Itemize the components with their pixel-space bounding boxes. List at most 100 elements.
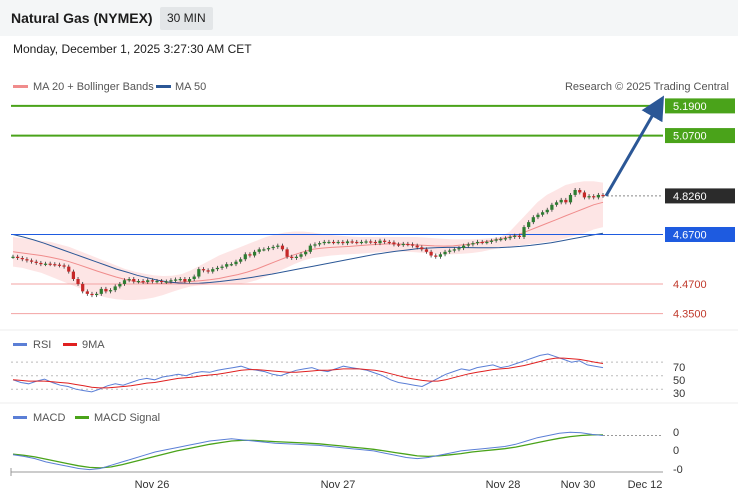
candle-body	[327, 241, 331, 244]
resistance-level-label: 5.1900	[673, 101, 707, 113]
candle-body	[410, 244, 415, 246]
candle-body	[531, 217, 535, 223]
candle-body	[48, 263, 52, 265]
bollinger-legend-swatch	[13, 85, 28, 88]
candle-body	[90, 293, 94, 296]
candle-body	[34, 261, 38, 263]
ma9-legend-swatch	[63, 343, 77, 346]
candle-body	[122, 280, 127, 284]
candle-body	[508, 236, 512, 239]
candle-body	[201, 269, 206, 271]
candle-body	[225, 264, 229, 267]
chart-datetime: Monday, December 1, 2025 3:27:30 AM CET	[13, 42, 252, 56]
candle-body	[11, 256, 15, 258]
candle-body	[62, 265, 66, 267]
macd-tick-mid: 0	[673, 445, 679, 457]
bollinger-band-fill	[13, 181, 603, 300]
candle-body	[71, 271, 76, 280]
x-tick-label: Nov 26	[135, 479, 170, 491]
candle-body	[522, 227, 526, 237]
candle-body	[308, 245, 312, 252]
candle-body	[596, 194, 600, 198]
macd-panel	[12, 431, 663, 471]
candle-body	[420, 247, 424, 250]
macd-signal-legend-swatch	[75, 416, 89, 419]
candle-body	[266, 248, 271, 250]
macd-signal-line	[12, 434, 603, 469]
candle-body	[220, 266, 224, 268]
main-legend: MA 20 + Bollinger Bands MA 50	[13, 81, 206, 93]
candle-body	[248, 254, 252, 256]
candle-body	[587, 196, 591, 198]
candle-body	[290, 256, 294, 258]
candle-body	[197, 269, 201, 277]
candle-body	[545, 209, 549, 213]
resistance-level-tag	[665, 128, 735, 144]
candle-body	[164, 281, 168, 283]
resistance-level-tag	[665, 98, 735, 114]
candle-body	[285, 249, 289, 257]
candle-body	[499, 238, 503, 241]
bollinger-legend-label: MA 20 + Bollinger Bands	[33, 81, 154, 93]
candle-body	[582, 192, 587, 198]
macd-line	[12, 431, 604, 471]
ma50-legend-swatch	[156, 85, 171, 88]
candle-body	[438, 254, 443, 257]
candle-body	[485, 241, 489, 244]
candle-body	[592, 196, 596, 198]
candle-body	[206, 270, 210, 272]
candle-body	[568, 194, 573, 203]
candle-body	[113, 286, 117, 291]
candle-body	[536, 214, 540, 218]
candle-body	[540, 212, 545, 215]
candle-body	[443, 251, 447, 255]
candle-body	[434, 255, 438, 257]
rsi-panel	[11, 353, 663, 393]
candle-body	[559, 199, 563, 203]
candle-body	[104, 288, 108, 292]
candle-body	[313, 244, 317, 246]
candle-body	[95, 293, 99, 296]
candle-body	[262, 249, 266, 251]
timeframe-button[interactable]: 30 MIN	[160, 7, 213, 30]
candle-body	[457, 248, 461, 250]
candle-body	[169, 280, 173, 282]
candle-body	[462, 245, 466, 249]
rsi-tick-70: 70	[673, 362, 685, 374]
candle-body	[136, 280, 141, 283]
pivot-level-label: 4.6700	[673, 229, 707, 241]
candle-body	[355, 241, 359, 244]
candle-body	[132, 279, 136, 282]
ma9-legend-label: 9MA	[82, 339, 105, 351]
ma50-legend-label: MA 50	[175, 81, 206, 93]
candle-body	[127, 279, 131, 281]
candle-body	[369, 241, 373, 243]
forecast-arrow	[604, 95, 665, 197]
chart-header: Natural Gas (NYMEX) 30 MIN	[0, 0, 738, 36]
candle-body	[513, 235, 517, 237]
candle-body	[550, 204, 554, 210]
candle-body	[160, 280, 164, 283]
candle-body	[173, 279, 178, 281]
candle-body	[215, 267, 220, 270]
current-level-tag	[665, 188, 735, 204]
candle-body	[252, 251, 257, 256]
macd-signal-legend-label: MACD Signal	[94, 412, 160, 424]
candle-body	[229, 264, 233, 266]
candle-body	[299, 254, 303, 257]
rsi-ma9-line	[12, 357, 604, 389]
candle-body	[318, 243, 322, 245]
time-axis: Nov 26 Nov 27 Nov 28 Nov 30 Dec 12	[10, 468, 663, 491]
ma50-line	[12, 232, 604, 285]
candle-body	[378, 240, 382, 244]
candle-body	[517, 235, 521, 237]
candle-body	[243, 254, 247, 260]
candle-body	[415, 245, 419, 248]
candle-body	[564, 199, 568, 203]
candle-body	[322, 241, 326, 244]
candle-body	[146, 280, 150, 282]
candle-body	[424, 249, 429, 252]
candle-body	[601, 194, 605, 197]
candle-body	[57, 264, 62, 266]
candle-body	[108, 290, 113, 292]
